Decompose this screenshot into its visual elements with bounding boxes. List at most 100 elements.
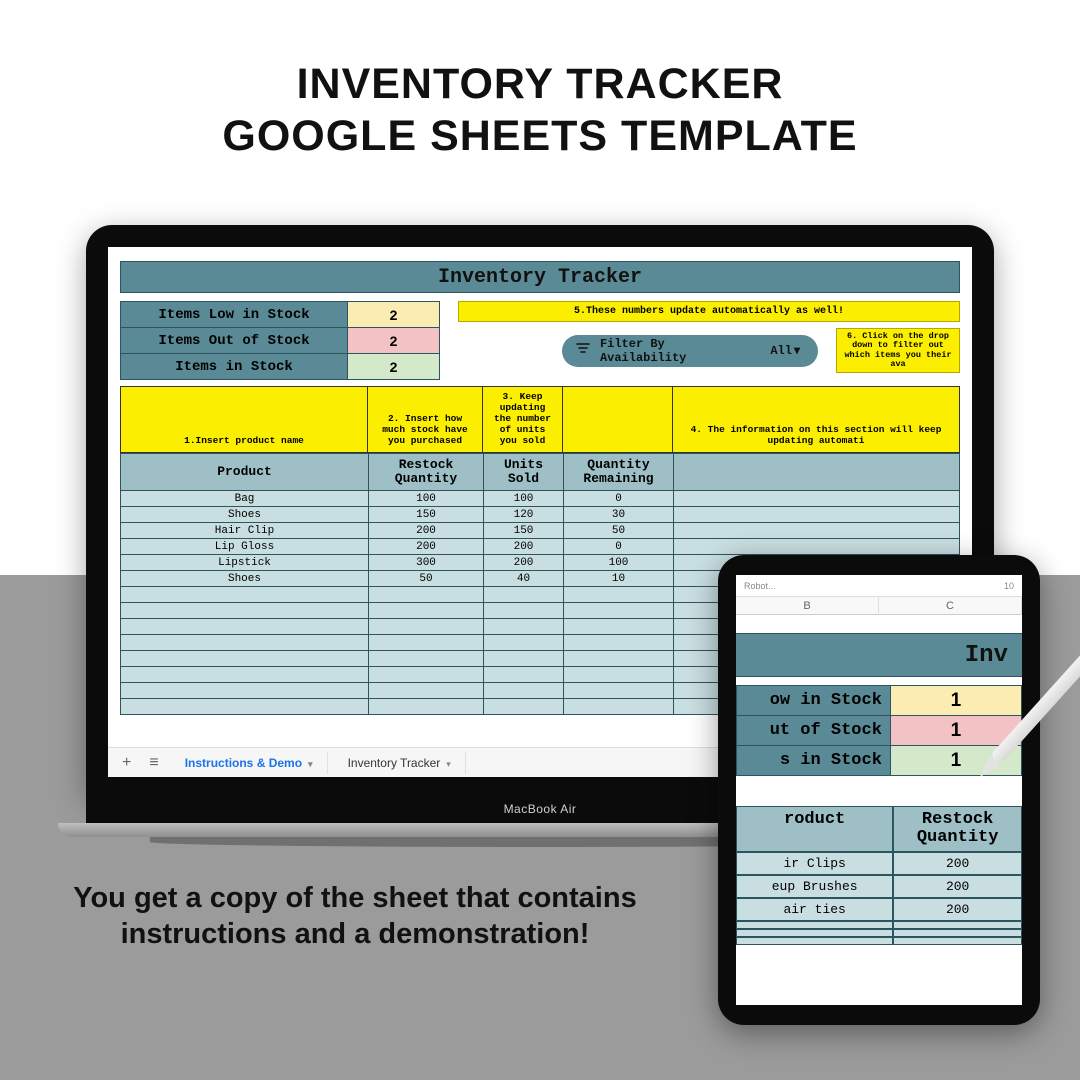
tab-inventory-tracker[interactable]: Inventory Tracker	[334, 752, 466, 774]
table-cell[interactable]	[564, 667, 674, 683]
tablet-col-restock: Restock Quantity	[893, 806, 1022, 852]
table-cell[interactable]	[674, 539, 960, 555]
table-cell[interactable]: 100	[484, 491, 564, 507]
table-cell[interactable]: 40	[484, 571, 564, 587]
table-cell[interactable]: 300	[369, 555, 484, 571]
tablet-data-rows: ir Clips200eup Brushes200air ties200	[736, 852, 1022, 945]
table-cell[interactable]: 30	[564, 507, 674, 523]
table-cell[interactable]	[564, 603, 674, 619]
table-cell[interactable]	[121, 667, 369, 683]
table-cell[interactable]	[369, 619, 484, 635]
tablet-cell[interactable]: 200	[893, 875, 1022, 898]
tablet-cell[interactable]	[736, 929, 893, 937]
table-cell[interactable]: Lipstick	[121, 555, 369, 571]
table-cell[interactable]: 10	[564, 571, 674, 587]
table-cell[interactable]	[564, 635, 674, 651]
tab-menu-icon[interactable]	[308, 756, 313, 770]
table-cell[interactable]: 150	[484, 523, 564, 539]
table-cell[interactable]	[369, 635, 484, 651]
table-cell[interactable]	[564, 587, 674, 603]
tab-menu-icon[interactable]	[446, 756, 451, 770]
table-cell[interactable]	[369, 699, 484, 715]
table-cell[interactable]	[484, 603, 564, 619]
table-cell[interactable]	[121, 683, 369, 699]
table-cell[interactable]	[121, 651, 369, 667]
table-cell[interactable]: Lip Gloss	[121, 539, 369, 555]
tablet-cell[interactable]: air ties	[736, 898, 893, 921]
table-cell[interactable]	[484, 619, 564, 635]
table-cell[interactable]: Shoes	[121, 507, 369, 523]
filter-pill[interactable]: Filter By Availability All	[562, 335, 818, 367]
table-cell[interactable]	[369, 667, 484, 683]
tablet-cell[interactable]	[893, 929, 1022, 937]
tablet-row	[736, 937, 1022, 945]
table-cell[interactable]: 120	[484, 507, 564, 523]
tablet-column-letters: B C	[736, 597, 1022, 615]
table-cell[interactable]	[121, 603, 369, 619]
table-cell[interactable]	[121, 587, 369, 603]
tab-instructions-demo[interactable]: Instructions & Demo	[171, 752, 328, 774]
table-header: Product	[121, 453, 369, 491]
table-cell[interactable]	[484, 651, 564, 667]
instr-4	[563, 387, 673, 452]
tablet-cell[interactable]	[736, 921, 893, 929]
table-cell[interactable]	[484, 667, 564, 683]
table-cell[interactable]: 100	[369, 491, 484, 507]
summary-value: 2	[348, 302, 440, 328]
tablet-cell[interactable]: 200	[893, 898, 1022, 921]
table-cell[interactable]	[369, 683, 484, 699]
table-cell[interactable]	[564, 683, 674, 699]
all-sheets-button[interactable]: ≡	[143, 754, 164, 772]
table-cell[interactable]	[369, 651, 484, 667]
tablet-summary-label: ow in Stock	[737, 686, 891, 716]
table-cell[interactable]	[564, 619, 674, 635]
table-cell[interactable]: 200	[369, 539, 484, 555]
tablet-row: eup Brushes200	[736, 875, 1022, 898]
table-cell[interactable]	[564, 651, 674, 667]
add-sheet-button[interactable]: +	[116, 754, 137, 772]
table-cell[interactable]: 50	[564, 523, 674, 539]
filter-value[interactable]: All	[770, 343, 800, 358]
table-cell[interactable]: 200	[484, 555, 564, 571]
table-cell[interactable]	[121, 699, 369, 715]
table-cell[interactable]: Shoes	[121, 571, 369, 587]
sheet-title: Inventory Tracker	[120, 261, 960, 293]
toolbar-num: 10	[1004, 581, 1014, 591]
table-cell[interactable]	[369, 587, 484, 603]
tablet-cell[interactable]	[893, 921, 1022, 929]
table-cell[interactable]	[369, 603, 484, 619]
headline: INVENTORY TRACKER GOOGLE SHEETS TEMPLATE	[0, 58, 1080, 163]
table-cell[interactable]	[121, 635, 369, 651]
table-cell[interactable]: 100	[564, 555, 674, 571]
tablet-cell[interactable]: 200	[893, 852, 1022, 875]
tablet-screen: Robot... 10 B C Inv ow in Stock1ut of St…	[736, 575, 1022, 1005]
table-cell[interactable]	[564, 699, 674, 715]
table-cell[interactable]: 50	[369, 571, 484, 587]
tablet-summary-value: 1	[890, 686, 1021, 716]
col-letter: B	[736, 597, 879, 615]
headline-line2: GOOGLE SHEETS TEMPLATE	[0, 110, 1080, 162]
table-cell[interactable]: 150	[369, 507, 484, 523]
table-cell[interactable]	[484, 587, 564, 603]
table-cell[interactable]	[674, 507, 960, 523]
table-cell[interactable]	[674, 523, 960, 539]
table-cell[interactable]	[121, 619, 369, 635]
table-cell[interactable]	[484, 699, 564, 715]
table-cell[interactable]: Hair Clip	[121, 523, 369, 539]
instr-2: 2. Insert how much stock have you purcha…	[368, 387, 483, 452]
table-cell[interactable]	[484, 683, 564, 699]
tablet-cell[interactable]	[736, 937, 893, 945]
table-cell[interactable]	[674, 491, 960, 507]
table-cell[interactable]	[484, 635, 564, 651]
table-cell[interactable]: 0	[564, 491, 674, 507]
tablet-cell[interactable]: eup Brushes	[736, 875, 893, 898]
tablet-cell[interactable]: ir Clips	[736, 852, 893, 875]
table-cell[interactable]: 0	[564, 539, 674, 555]
table-row: Bag1001000	[121, 491, 960, 507]
table-cell[interactable]: 200	[369, 523, 484, 539]
tablet-cell[interactable]	[893, 937, 1022, 945]
tagline: You get a copy of the sheet that contain…	[60, 880, 650, 953]
table-cell[interactable]: 200	[484, 539, 564, 555]
table-cell[interactable]: Bag	[121, 491, 369, 507]
note-6: 6. Click on the drop down to filter out …	[836, 328, 960, 373]
